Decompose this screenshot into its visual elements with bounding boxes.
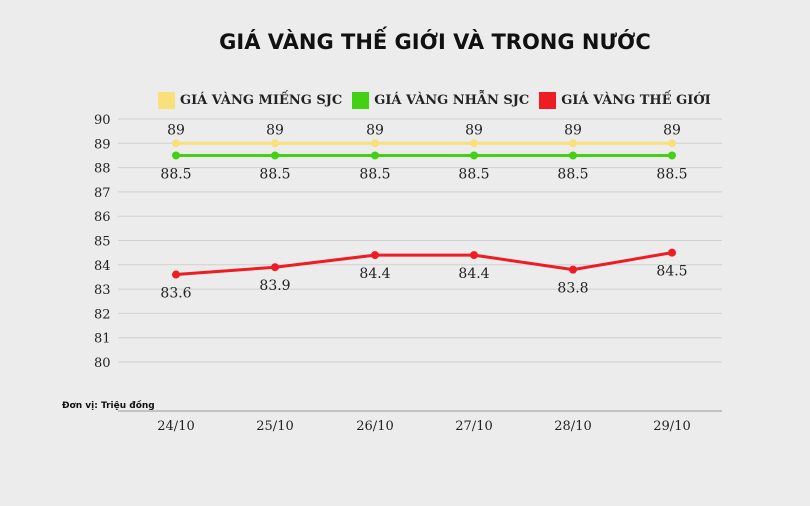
data-point (569, 265, 577, 274)
data-label: 89 (564, 122, 582, 138)
data-label: 88.5 (359, 166, 390, 182)
y-tick-label: 86 (94, 210, 111, 225)
data-label: 83.9 (259, 278, 290, 294)
data-label: 88.5 (557, 166, 588, 182)
data-label: 83.6 (160, 286, 191, 302)
data-point (668, 151, 676, 160)
legend-label-sjc-ring: GIÁ VÀNG NHẪN SJC (374, 93, 530, 108)
x-tick-label: 24/10 (157, 419, 194, 434)
y-tick-label: 80 (94, 356, 111, 371)
legend-item-sjc-ring: GIÁ VÀNG NHẪN SJC (352, 92, 529, 109)
data-label: 84.4 (458, 266, 489, 282)
data-point (470, 251, 478, 260)
legend-item-world: GIÁ VÀNG THẾ GIỚI (539, 92, 711, 109)
legend-swatch-sjc-bar (158, 92, 175, 109)
data-label: 88.5 (259, 166, 290, 182)
unit-note: Đơn vị: Triệu đồng (62, 401, 155, 411)
data-label: 89 (465, 122, 483, 138)
series-line-2 (175, 251, 673, 277)
data-point (271, 263, 279, 272)
x-tick-label: 28/10 (554, 419, 591, 434)
chart-data-labels: 89 89 89 89 89 89 88.5 88.5 88.5 88.5 88.5 88.5 83.6… (160, 122, 687, 301)
data-point (271, 139, 279, 148)
x-tick-label: 27/10 (455, 419, 492, 434)
data-point (470, 151, 478, 160)
x-tick-label: 25/10 (256, 419, 293, 434)
y-tick-label: 89 (94, 137, 111, 152)
data-point (271, 151, 279, 160)
data-label: 88.5 (656, 166, 687, 182)
legend-item-sjc-bar: GIÁ VÀNG MIẾNG SJC (158, 92, 342, 109)
y-tick-label: 90 (94, 113, 111, 128)
data-label: 89 (663, 122, 681, 138)
data-point (569, 139, 577, 148)
y-tick-label: 87 (94, 186, 111, 201)
y-tick-label: 81 (94, 332, 111, 347)
y-tick-label: 85 (94, 235, 111, 250)
y-tick-label: 88 (94, 162, 111, 177)
data-point (172, 151, 180, 160)
data-label: 88.5 (458, 166, 489, 182)
chart-legend: GIÁ VÀNG MIẾNG SJC GIÁ VÀNG NHẪN SJC GIÁ… (158, 92, 721, 109)
data-point (371, 151, 379, 160)
data-label: 84.5 (656, 264, 687, 280)
y-tick-label: 83 (94, 283, 111, 298)
data-label: 89 (266, 122, 284, 138)
data-point (668, 139, 676, 148)
data-point (470, 139, 478, 148)
data-point (371, 251, 379, 260)
chart-series (172, 139, 676, 279)
data-label: 89 (167, 122, 185, 138)
legend-swatch-sjc-ring (352, 92, 370, 109)
legend-label-sjc-bar: GIÁ VÀNG MIẾNG SJC (180, 93, 343, 108)
y-tick-label: 82 (94, 307, 111, 322)
legend-label-world: GIÁ VÀNG THẾ GIỚI (561, 93, 711, 108)
data-label: 84.4 (359, 266, 390, 282)
legend-swatch-world (539, 92, 557, 109)
chart-axes: 80 81 82 83 84 85 86 87 88 89 90 24/10 25/10 26/10 27/… (94, 113, 722, 434)
data-point (172, 270, 180, 279)
data-label: 83.8 (557, 281, 588, 297)
y-tick-label: 84 (94, 259, 111, 274)
data-point (569, 151, 577, 160)
data-label: 88.5 (160, 166, 191, 182)
data-point (371, 139, 379, 148)
data-point (172, 139, 180, 148)
chart-title: GIÁ VÀNG THẾ GIỚI VÀ TRONG NƯỚC (219, 30, 651, 54)
data-point (668, 248, 676, 257)
x-tick-label: 29/10 (653, 419, 690, 434)
data-label: 89 (366, 122, 384, 138)
x-tick-label: 26/10 (356, 419, 393, 434)
